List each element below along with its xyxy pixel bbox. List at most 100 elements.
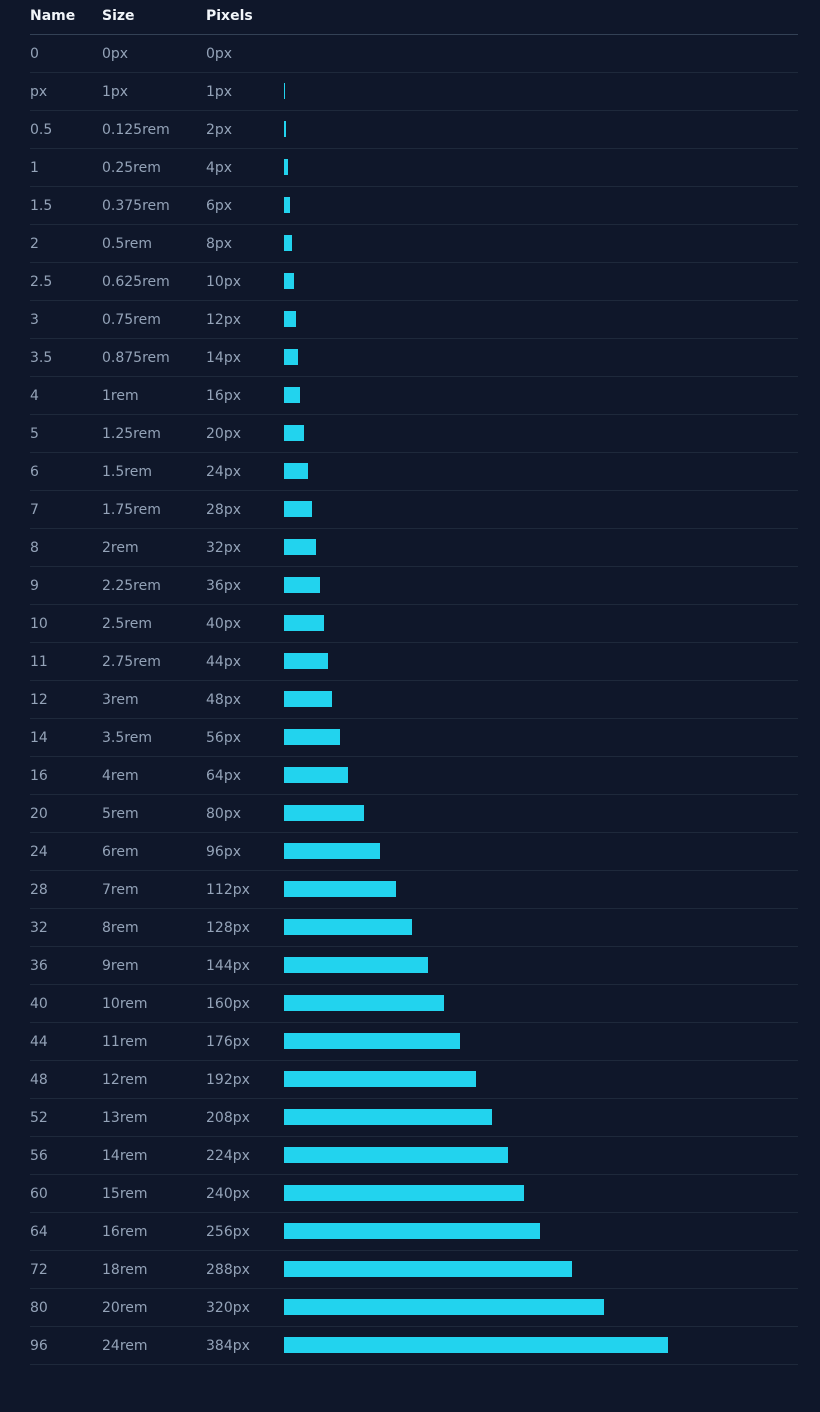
- table-row: 12 3rem 48px: [30, 681, 798, 719]
- table-row: 72 18rem 288px: [30, 1251, 798, 1289]
- row-name: 20: [30, 806, 48, 822]
- row-pixels: 4px: [206, 160, 233, 176]
- row-name: 36: [30, 958, 48, 974]
- row-name: 14: [30, 730, 48, 746]
- size-bar: [284, 1033, 460, 1049]
- row-pixels: 48px: [206, 692, 241, 708]
- row-pixels: 176px: [206, 1034, 250, 1050]
- table-row: 44 11rem 176px: [30, 1023, 798, 1061]
- row-pixels: 12px: [206, 312, 241, 328]
- size-bar: [284, 349, 298, 365]
- table-row: 9 2.25rem 36px: [30, 567, 798, 605]
- row-pixels: 128px: [206, 920, 250, 936]
- table-row: 64 16rem 256px: [30, 1213, 798, 1251]
- size-bar: [284, 1185, 524, 1201]
- row-size: 10rem: [102, 996, 148, 1012]
- row-pixels: 32px: [206, 540, 241, 556]
- row-size: 1px: [102, 84, 129, 100]
- row-size: 6rem: [102, 844, 139, 860]
- table-row: 0.5 0.125rem 2px: [30, 111, 798, 149]
- row-pixels: 80px: [206, 806, 241, 822]
- row-size: 9rem: [102, 958, 139, 974]
- row-pixels: 256px: [206, 1224, 250, 1240]
- table-row: 52 13rem 208px: [30, 1099, 798, 1137]
- row-name: 5: [30, 426, 39, 442]
- row-name: px: [30, 84, 48, 100]
- table-row: 4 1rem 16px: [30, 377, 798, 415]
- row-name: 48: [30, 1072, 48, 1088]
- row-name: 12: [30, 692, 48, 708]
- row-pixels: 240px: [206, 1186, 250, 1202]
- table-row: 0 0px 0px: [30, 35, 798, 73]
- row-pixels: 144px: [206, 958, 250, 974]
- row-name: 16: [30, 768, 48, 784]
- row-name: 8: [30, 540, 39, 556]
- size-bar: [284, 159, 288, 175]
- row-pixels: 8px: [206, 236, 233, 252]
- size-bar: [284, 539, 316, 555]
- row-size: 5rem: [102, 806, 139, 822]
- row-name: 28: [30, 882, 48, 898]
- size-bar: [284, 501, 312, 517]
- table-row: 96 24rem 384px: [30, 1327, 798, 1365]
- row-name: 6: [30, 464, 39, 480]
- row-pixels: 2px: [206, 122, 233, 138]
- size-bar: [284, 1261, 572, 1277]
- row-size: 1rem: [102, 388, 139, 404]
- table-row: 80 20rem 320px: [30, 1289, 798, 1327]
- row-pixels: 1px: [206, 84, 233, 100]
- table-row: 60 15rem 240px: [30, 1175, 798, 1213]
- size-bar: [284, 577, 320, 593]
- row-size: 0.125rem: [102, 122, 170, 138]
- spacing-scale-table: Name Size Pixels 0 0px 0px px 1px 1px 0.5 0.125…: [30, 0, 798, 1365]
- row-pixels: 40px: [206, 616, 241, 632]
- table-row: 6 1.5rem 24px: [30, 453, 798, 491]
- row-pixels: 14px: [206, 350, 241, 366]
- row-pixels: 160px: [206, 996, 250, 1012]
- row-size: 0.375rem: [102, 198, 170, 214]
- size-bar: [284, 1223, 540, 1239]
- row-name: 80: [30, 1300, 48, 1316]
- row-name: 0: [30, 46, 39, 62]
- row-size: 2.5rem: [102, 616, 152, 632]
- row-size: 20rem: [102, 1300, 148, 1316]
- row-size: 2.75rem: [102, 654, 161, 670]
- table-row: 2.5 0.625rem 10px: [30, 263, 798, 301]
- size-bar: [284, 615, 324, 631]
- table-row: 20 5rem 80px: [30, 795, 798, 833]
- row-pixels: 44px: [206, 654, 241, 670]
- row-size: 2.25rem: [102, 578, 161, 594]
- row-size: 0.625rem: [102, 274, 170, 290]
- row-name: 4: [30, 388, 39, 404]
- table-row: 7 1.75rem 28px: [30, 491, 798, 529]
- row-pixels: 0px: [206, 46, 233, 62]
- table-row: 24 6rem 96px: [30, 833, 798, 871]
- size-bar: [284, 1109, 492, 1125]
- row-name: 10: [30, 616, 48, 632]
- table-row: 14 3.5rem 56px: [30, 719, 798, 757]
- row-size: 24rem: [102, 1338, 148, 1354]
- row-size: 16rem: [102, 1224, 148, 1240]
- row-name: 0.5: [30, 122, 53, 138]
- row-name: 2: [30, 236, 39, 252]
- row-size: 0.25rem: [102, 160, 161, 176]
- row-name: 24: [30, 844, 48, 860]
- row-pixels: 24px: [206, 464, 241, 480]
- table-row: 3.5 0.875rem 14px: [30, 339, 798, 377]
- row-name: 11: [30, 654, 48, 670]
- row-size: 18rem: [102, 1262, 148, 1278]
- table-body: 0 0px 0px px 1px 1px 0.5 0.125rem 2px 1 0.25rem 4px…: [30, 35, 798, 1365]
- row-size: 0.5rem: [102, 236, 152, 252]
- row-pixels: 224px: [206, 1148, 250, 1164]
- size-bar: [284, 1147, 508, 1163]
- row-size: 15rem: [102, 1186, 148, 1202]
- row-name: 52: [30, 1110, 48, 1126]
- row-size: 0.75rem: [102, 312, 161, 328]
- size-bar: [284, 235, 292, 251]
- table-row: 11 2.75rem 44px: [30, 643, 798, 681]
- table-row: 36 9rem 144px: [30, 947, 798, 985]
- row-size: 1.25rem: [102, 426, 161, 442]
- size-bar: [284, 1071, 476, 1087]
- row-name: 9: [30, 578, 39, 594]
- row-name: 1.5: [30, 198, 53, 214]
